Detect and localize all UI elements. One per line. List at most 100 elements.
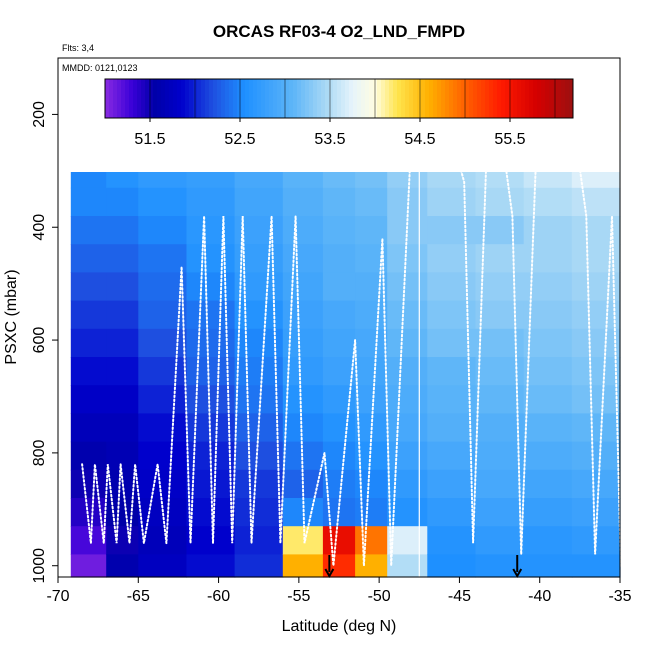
heatmap-cell xyxy=(523,328,573,358)
heatmap-cell xyxy=(138,469,188,499)
heatmap-cell xyxy=(70,413,107,443)
colorbar-swatch xyxy=(113,79,118,118)
heatmap-cell xyxy=(186,554,236,578)
plot-frame xyxy=(57,57,621,578)
heatmap-cell xyxy=(70,216,107,245)
colorbar-frame xyxy=(104,78,574,119)
heatmap-cell xyxy=(475,441,525,471)
colorbar-swatch xyxy=(497,79,502,118)
heatmap-cell xyxy=(571,413,621,443)
colorbar-swatch xyxy=(169,79,174,118)
heatmap-cell xyxy=(355,357,388,386)
heatmap-cell xyxy=(523,300,573,330)
colorbar-swatch xyxy=(289,79,294,118)
colorbar-swatch xyxy=(357,79,362,118)
colorbar-swatch xyxy=(117,79,122,118)
colorbar-swatch xyxy=(273,79,278,118)
x-axis: -70 -65 -60 -55 -50 -45 -40 -35 xyxy=(46,577,632,605)
heatmap-cell xyxy=(523,216,573,245)
heatmap-cell xyxy=(282,216,324,245)
colorbar-swatch xyxy=(297,79,302,118)
heatmap-cell xyxy=(387,554,428,578)
colorbar-swatch xyxy=(469,79,474,118)
heatmap-cell xyxy=(106,216,139,245)
heatmap-cell xyxy=(70,272,107,302)
heatmap-cell xyxy=(355,300,388,330)
colorbar-swatch xyxy=(561,79,566,118)
colorbar-swatch xyxy=(221,79,226,118)
colorbar-swatch xyxy=(389,79,394,118)
colorbar-swatch xyxy=(105,79,110,118)
colorbar-swatch xyxy=(517,79,522,118)
heatmap-cell xyxy=(427,441,477,471)
heatmap-cell xyxy=(571,300,621,330)
colorbar-tick-label: 51.5 xyxy=(134,131,165,148)
colorbar-swatch xyxy=(477,79,482,118)
heatmap-cell xyxy=(186,272,236,302)
heatmap-cell xyxy=(282,385,324,414)
heatmap-cell xyxy=(387,526,428,555)
colorbar-swatch xyxy=(173,79,178,118)
colorbar-swatch xyxy=(545,79,550,118)
colorbar-swatch xyxy=(157,79,162,118)
colorbar-swatch xyxy=(401,79,406,118)
heatmap-cell xyxy=(322,357,356,386)
heatmap-cell xyxy=(387,413,428,443)
heatmap-cell xyxy=(322,187,356,217)
heatmap-cell xyxy=(70,187,107,217)
surface-arrows xyxy=(324,555,523,579)
heatmap-cell xyxy=(234,441,284,471)
colorbar-swatch xyxy=(321,79,326,118)
colorbar-tick-label: 54.5 xyxy=(404,131,435,148)
colorbar-swatch xyxy=(409,79,414,118)
heatmap-cell xyxy=(387,357,428,386)
heatmap-cell xyxy=(475,413,525,443)
heatmap-cell xyxy=(138,441,188,471)
heatmap-cell xyxy=(106,244,139,273)
heatmap-cell xyxy=(523,441,573,471)
heatmap-cell xyxy=(322,272,356,302)
colorbar-swatch xyxy=(177,79,182,118)
heatmap-cell xyxy=(138,187,188,217)
heatmap-cell xyxy=(475,385,525,414)
colorbar-tick-label: 53.5 xyxy=(314,131,345,148)
heatmap-cell xyxy=(234,272,284,302)
heatmap-cell xyxy=(282,187,324,217)
colorbar-swatch xyxy=(501,79,506,118)
heatmap-cell xyxy=(571,357,621,386)
heatmap-cell xyxy=(387,469,428,499)
heatmap-cell xyxy=(106,413,139,443)
heatmap-cell xyxy=(475,526,525,555)
flight-track-line xyxy=(81,102,622,567)
colorbar-swatch xyxy=(445,79,450,118)
colorbar-swatch xyxy=(109,79,114,118)
heatmap-cell xyxy=(138,216,188,245)
colorbar-swatch xyxy=(345,79,350,118)
colorbar-swatch xyxy=(381,79,386,118)
heatmap-cell xyxy=(523,187,573,217)
x-axis-label: Latitude (deg N) xyxy=(282,618,397,635)
heatmap-cell xyxy=(427,244,477,273)
heatmap-cell xyxy=(427,187,477,217)
heatmap-cell xyxy=(523,526,573,555)
heatmap-cell xyxy=(322,413,356,443)
heatmap-cell xyxy=(138,357,188,386)
heatmap-cell xyxy=(70,300,107,330)
colorbar-swatch xyxy=(185,79,190,118)
colorbar-swatch xyxy=(421,79,426,118)
heatmap-cell xyxy=(571,187,621,217)
heatmap-cell xyxy=(523,469,573,499)
colorbar-swatch xyxy=(325,79,330,118)
colorbar-tick-label: 55.5 xyxy=(494,131,525,148)
heatmap-cell xyxy=(70,441,107,471)
heatmap-cell xyxy=(234,498,284,527)
heatmap-cell xyxy=(70,526,107,555)
colorbar-swatch xyxy=(509,79,514,118)
heatmap-cell xyxy=(282,244,324,273)
heatmap-cell xyxy=(571,385,621,414)
y-tick-label: 600 xyxy=(31,327,48,354)
colorbar-swatch xyxy=(489,79,494,118)
heatmap-cell xyxy=(186,216,236,245)
heatmap-cell xyxy=(427,498,477,527)
